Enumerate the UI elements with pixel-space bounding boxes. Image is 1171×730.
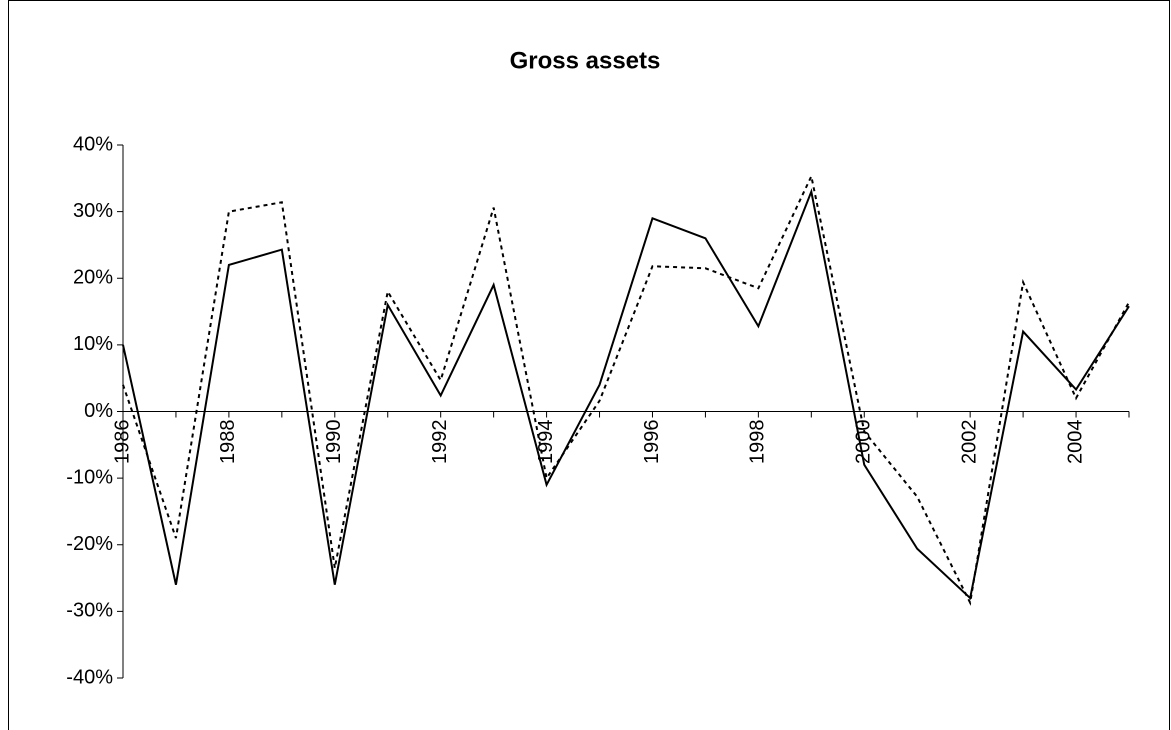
series-line: [122, 188, 1130, 601]
y-tick-label: -20%: [66, 533, 113, 555]
x-tick-label: 1992: [429, 420, 451, 465]
x-tick-label: 2004: [1064, 420, 1086, 465]
y-tick-label: 0%: [84, 400, 113, 422]
x-tick-label: 1998: [747, 420, 769, 465]
series-line: [122, 173, 1130, 606]
y-tick-label: 10%: [73, 333, 113, 355]
x-tick-label: 2002: [958, 420, 980, 465]
x-tick-label: 1994: [535, 420, 557, 465]
chart-frame: [8, 0, 1170, 730]
chart-title: Gross assets: [510, 47, 661, 74]
x-tick-label: 1988: [217, 420, 239, 465]
x-tick-label: 1986: [111, 420, 133, 465]
y-tick-label: 20%: [73, 267, 113, 289]
x-tick-label: 1990: [323, 420, 345, 465]
y-tick-label: 40%: [73, 133, 113, 155]
y-tick-label: -30%: [66, 600, 113, 622]
y-tick-label: -40%: [66, 666, 113, 688]
y-tick-label: -10%: [66, 466, 113, 488]
x-tick-label: 1996: [641, 420, 663, 465]
y-tick-label: 30%: [73, 200, 113, 222]
